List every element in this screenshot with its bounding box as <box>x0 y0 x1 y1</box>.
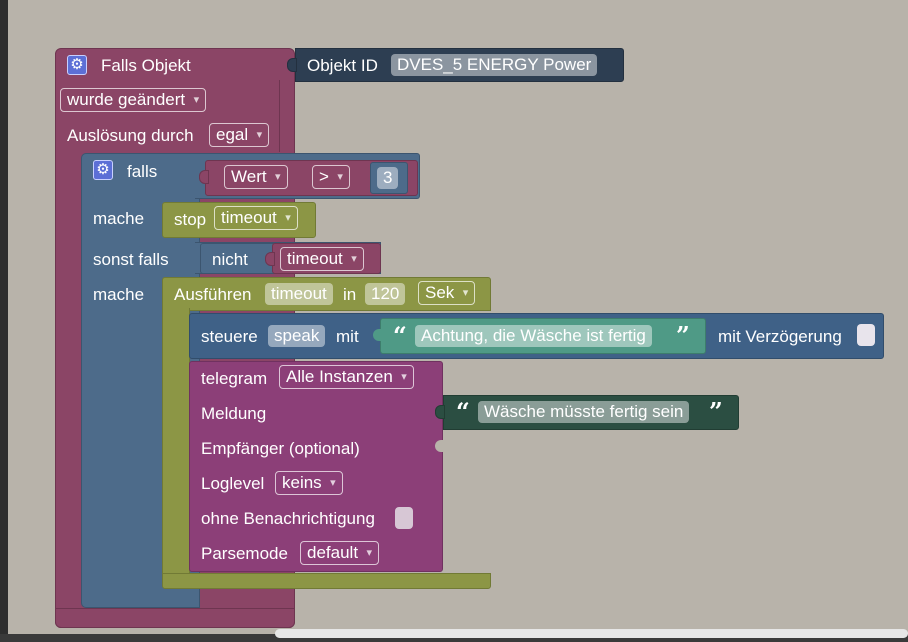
recipient-label: Empfänger (optional) <box>201 439 360 458</box>
compare-operator-dropdown[interactable]: > <box>312 165 350 189</box>
timeout-delay[interactable]: 120 <box>365 283 406 305</box>
control-message-connector <box>373 329 381 341</box>
caused-by-label: Auslösung durch <box>67 126 194 145</box>
event-block-footer <box>55 608 295 628</box>
control-label: steuere <box>201 327 258 346</box>
not-target-dropdown[interactable]: timeout <box>280 247 364 271</box>
event-block-title: Falls Objekt <box>101 56 191 75</box>
open-quote-icon: “ <box>456 397 470 426</box>
telegram-instance-dropdown[interactable]: Alle Instanzen <box>279 365 414 389</box>
timeout-block-footer <box>162 573 491 589</box>
timeout-unit-dropdown[interactable]: Sek <box>418 281 476 305</box>
number-block[interactable] <box>370 162 408 194</box>
compare-connector <box>199 170 209 184</box>
timeout-block-side <box>162 308 190 578</box>
telegram-message-connector <box>435 405 445 419</box>
timeout-name[interactable]: timeout <box>265 283 333 305</box>
recipient-input-socket[interactable] <box>435 440 443 452</box>
not-block[interactable] <box>200 243 280 274</box>
caused-by-dropdown[interactable]: egal <box>209 123 270 147</box>
telegram-label: telegram <box>201 369 268 388</box>
control-message[interactable]: Achtung, die Wäsche ist fertig <box>415 325 652 347</box>
in-label: in <box>343 285 357 304</box>
compare-left-dropdown[interactable]: Wert <box>224 165 288 189</box>
gear-icon[interactable]: ⚙ <box>93 160 113 180</box>
if-label: falls <box>127 162 158 181</box>
object-id-connector <box>287 58 297 72</box>
telegram-message[interactable]: Wäsche müsste fertig sein <box>478 401 690 423</box>
not-label: nicht <box>212 250 248 269</box>
stop-target-dropdown[interactable]: timeout <box>214 206 298 230</box>
message-label: Meldung <box>201 404 267 423</box>
close-quote-icon: ” <box>676 321 690 350</box>
delay-label: mit Verzögerung <box>718 327 842 346</box>
parsemode-dropdown[interactable]: default <box>300 541 380 565</box>
delay-checkbox[interactable] <box>857 324 875 346</box>
trigger-dropdown[interactable]: wurde geändert <box>60 88 207 112</box>
exec-label: Ausführen <box>174 285 252 304</box>
timeout-variable-connector <box>265 252 275 266</box>
do2-label: mache <box>93 285 145 304</box>
object-id-label: Objekt ID <box>307 56 378 75</box>
loglevel-label: Loglevel <box>201 474 265 493</box>
close-quote-icon: ” <box>709 397 723 426</box>
loglevel-dropdown[interactable]: keins <box>275 471 343 495</box>
open-quote-icon: “ <box>393 321 407 350</box>
object-id-value[interactable]: DVES_5 ENERGY Power <box>391 54 598 76</box>
control-message-block[interactable] <box>380 318 706 354</box>
compare-right-value[interactable]: 3 <box>377 167 399 189</box>
parsemode-label: Parsemode <box>201 544 288 563</box>
stop-label: stop <box>174 210 207 229</box>
window-left-edge <box>0 0 8 642</box>
with-label: mit <box>336 327 359 346</box>
do-label: mache <box>93 209 145 228</box>
gear-icon[interactable]: ⚙ <box>67 55 87 75</box>
telegram-message-block[interactable] <box>443 395 739 430</box>
elseif-label: sonst falls <box>93 250 169 269</box>
silent-label: ohne Benachrichtigung <box>201 509 375 528</box>
horizontal-scrollbar[interactable] <box>275 629 908 638</box>
window-bottom-edge <box>0 634 908 642</box>
telegram-block[interactable] <box>189 361 443 572</box>
control-target[interactable]: speak <box>268 325 326 347</box>
silent-checkbox[interactable] <box>395 507 413 529</box>
